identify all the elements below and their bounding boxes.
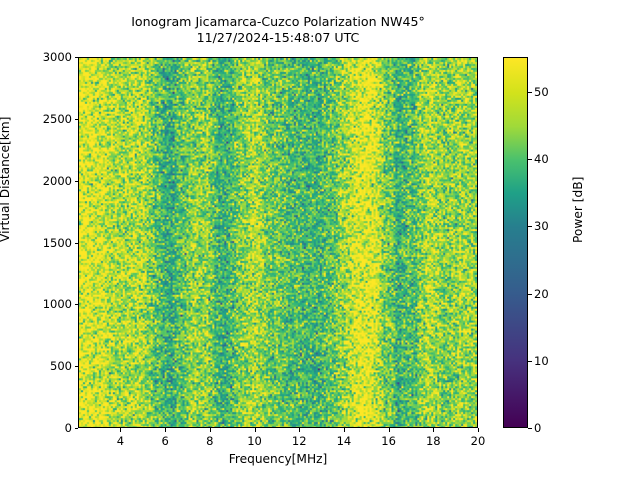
x-tick-mark (478, 428, 479, 432)
colorbar-tick-mark (528, 159, 532, 161)
colorbar-tick-mark (528, 360, 532, 362)
x-tick-label: 14 (336, 434, 352, 448)
y-tick-label: 1500 (42, 235, 72, 250)
x-axis-label: Frequency[MHz] (228, 452, 328, 466)
y-axis-label: Virtual Distance[km] (0, 116, 12, 242)
colorbar-tick-mark (528, 91, 532, 93)
x-tick-label: 4 (116, 434, 125, 448)
x-tick-mark (299, 428, 301, 432)
x-tick-label: 16 (381, 434, 396, 448)
colorbar-tick-mark (528, 428, 532, 429)
colorbar-label: Power [dB] (571, 176, 585, 243)
colorbar-tick-label: 10 (534, 353, 549, 368)
x-tick-label: 10 (247, 434, 262, 448)
x-tick-label: 20 (470, 434, 486, 448)
x-tick-label: 6 (161, 434, 169, 448)
colorbar-tick-label: 40 (534, 152, 549, 167)
y-tick-mark (74, 366, 78, 368)
plot-area (78, 57, 478, 428)
x-tick-label: 8 (206, 434, 214, 448)
y-tick-label: 2000 (42, 173, 72, 188)
colorbar-tick-label: 20 (534, 286, 549, 301)
colorbar-tick-mark (528, 226, 532, 228)
colorbar (503, 57, 528, 428)
y-tick-mark (74, 118, 78, 120)
colorbar-tick-label: 0 (534, 421, 542, 435)
colorbar-tick-label: 30 (534, 219, 549, 234)
y-tick-label: 1000 (42, 297, 72, 312)
y-tick-label: 3000 (42, 50, 72, 64)
x-tick-mark (254, 428, 256, 432)
y-tick-label: 2500 (42, 111, 72, 126)
x-tick-mark (120, 428, 122, 432)
y-tick-mark (74, 180, 78, 182)
y-tick-mark (74, 304, 78, 306)
x-tick-mark (165, 428, 167, 432)
y-tick-label: 500 (50, 359, 72, 374)
y-tick-mark (74, 242, 78, 244)
x-tick-label: 18 (425, 434, 441, 448)
colorbar-tick-mark (528, 293, 532, 295)
y-tick-mark (74, 57, 78, 58)
ionogram-heatmap (79, 58, 477, 427)
x-tick-mark (433, 428, 435, 432)
x-tick-mark (388, 428, 390, 432)
y-tick-mark (74, 428, 78, 429)
y-tick-label: 0 (64, 421, 72, 435)
x-tick-label: 12 (291, 434, 307, 448)
x-tick-mark (209, 428, 211, 432)
x-tick-mark (343, 428, 345, 432)
colorbar-tick-label: 50 (534, 84, 549, 99)
chart-title: Ionogram Jicamarca-Cuzco Polarization NW… (131, 14, 425, 45)
